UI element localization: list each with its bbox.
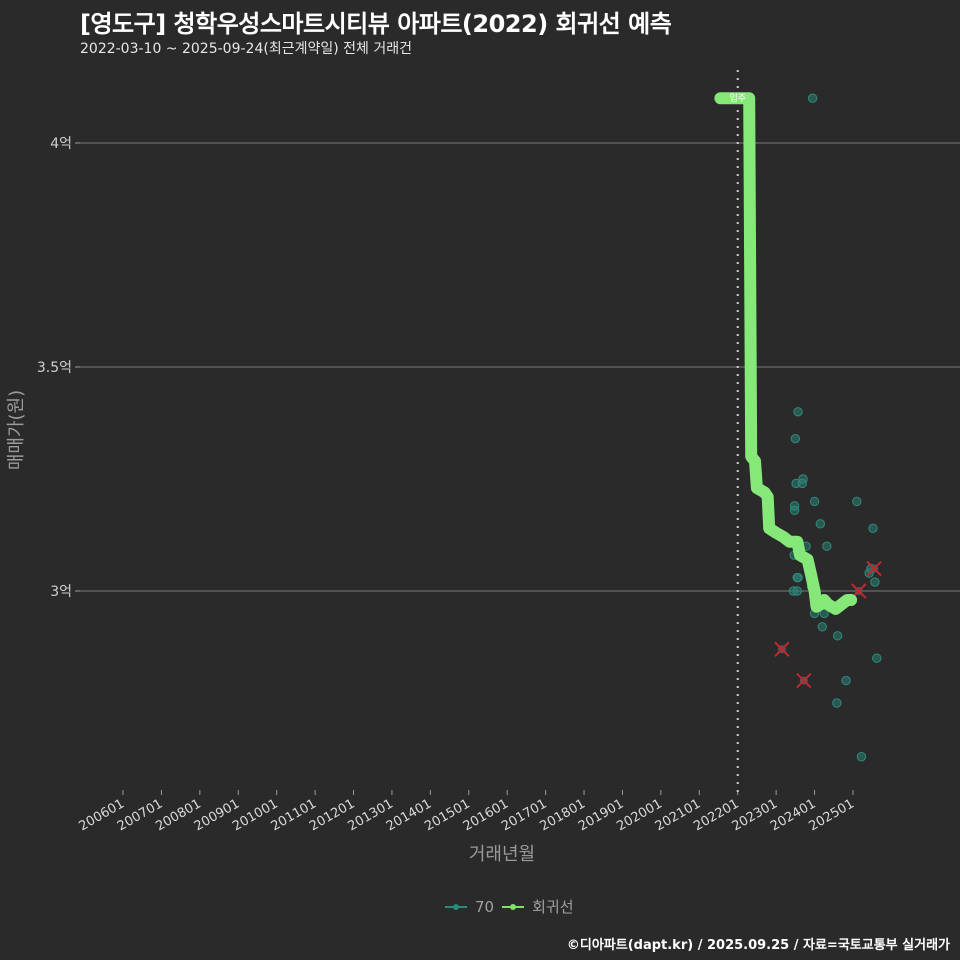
data-point[interactable] (793, 407, 803, 417)
data-point[interactable] (792, 586, 802, 596)
data-point[interactable] (817, 622, 827, 632)
legend: 70 회귀선 (445, 896, 574, 917)
y-axis-title: 매매가(원) (6, 390, 27, 470)
x-axis-ticks: 2006012007012008012009012010012011012012… (77, 790, 857, 834)
legend-item-70[interactable]: 70 (445, 898, 494, 916)
data-point[interactable] (789, 505, 800, 516)
chart-subtitle: 2022-03-10 ~ 2025-09-24(최근계약일) 전체 거래건 (80, 41, 412, 57)
data-point[interactable] (832, 698, 842, 708)
data-point[interactable] (809, 496, 820, 507)
outlier-markers (774, 560, 882, 689)
legend-key-green-icon (502, 903, 525, 910)
data-point[interactable] (790, 433, 801, 444)
data-point[interactable] (819, 608, 829, 619)
legend-label: 회귀선 (532, 898, 574, 916)
data-point[interactable] (852, 496, 862, 507)
gridlines (80, 142, 960, 592)
footer-credit: ©디아파트(dapt.kr) / 2025.09.25 / 자료=국토교통부 실… (566, 938, 950, 953)
y-tick-label: 3억 (50, 584, 72, 600)
legend-item-regression[interactable]: 회귀선 (502, 896, 574, 917)
data-point[interactable] (856, 752, 867, 762)
move-in-label: 입주 (729, 92, 746, 104)
data-point[interactable] (868, 523, 878, 533)
data-point[interactable] (841, 675, 851, 686)
data-point[interactable] (797, 478, 807, 489)
data-point[interactable] (807, 93, 818, 103)
outlier-cross-icon[interactable] (796, 672, 812, 689)
legend-label: 70 (475, 897, 495, 916)
data-point[interactable] (815, 519, 826, 529)
data-point[interactable] (793, 572, 803, 583)
outlier-cross-icon[interactable] (774, 641, 790, 657)
data-point[interactable] (822, 541, 832, 551)
data-point[interactable] (832, 631, 843, 641)
chart-title: [영도구] 청학우성스마트시티뷰 아파트(2022) 회귀선 예측 (80, 10, 672, 38)
x-axis-title: 거래년월 (469, 844, 535, 865)
y-tick-label: 4억 (50, 136, 72, 152)
data-point[interactable] (870, 577, 880, 587)
y-axis-ticks: 3억 3.5억 4억 (37, 136, 80, 600)
scatter-points-70 (788, 93, 882, 762)
legend-key-teal-icon (445, 903, 467, 910)
data-point[interactable] (872, 653, 882, 663)
regression-line (714, 92, 858, 615)
y-tick-label: 3.5억 (37, 360, 72, 376)
outlier-cross-icon[interactable] (866, 560, 882, 577)
